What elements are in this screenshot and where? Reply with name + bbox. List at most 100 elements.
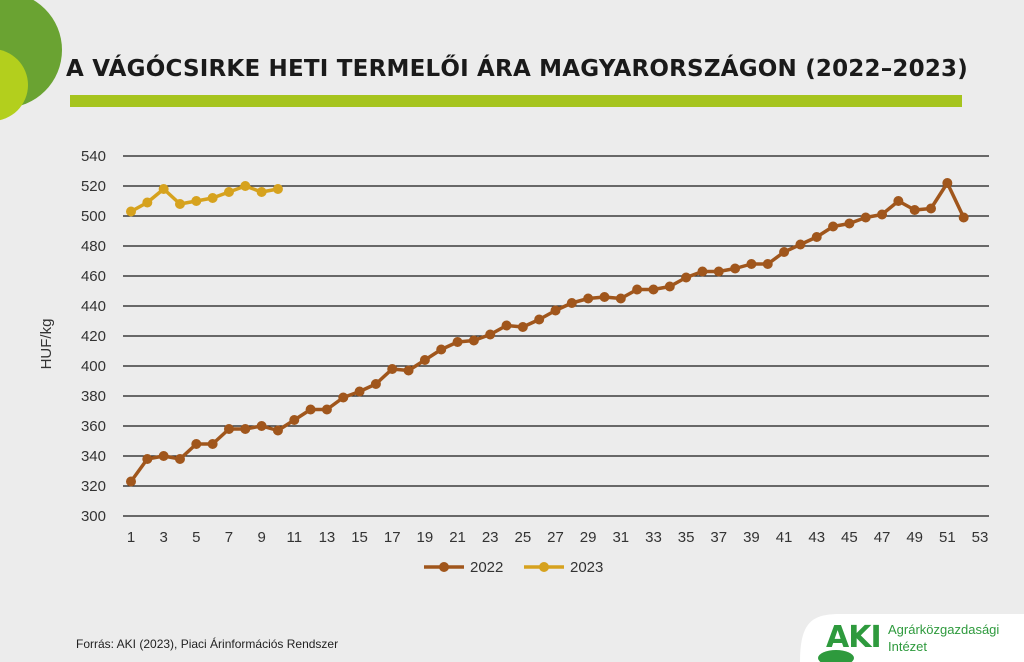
data-point — [550, 305, 561, 316]
data-point — [223, 187, 234, 197]
x-tick-label: 21 — [449, 529, 466, 546]
logo-name-line1: Agrárközgazdasági — [888, 622, 1000, 637]
data-point — [142, 197, 153, 208]
data-point — [436, 344, 447, 355]
data-point — [877, 209, 888, 220]
source-note: Forrás: AKI (2023), Piaci Árinformációs … — [76, 637, 339, 651]
data-point — [909, 205, 920, 215]
logo-mark: AKI — [826, 620, 882, 655]
x-tick-label: 13 — [319, 529, 336, 546]
data-point — [599, 292, 610, 302]
y-axis-label: HUF/kg — [38, 319, 55, 370]
data-point — [844, 218, 855, 229]
data-point — [289, 415, 300, 425]
data-point — [566, 298, 577, 308]
y-tick-label: 440 — [81, 298, 106, 315]
data-point — [615, 293, 626, 304]
data-point — [191, 196, 202, 206]
legend-label: 2022 — [470, 559, 503, 576]
y-tick-label: 480 — [81, 238, 106, 255]
y-tick-labels: 300 320 340 360 380 400 420 440 460 480 500 520 540 — [81, 148, 106, 525]
x-tick-label: 11 — [286, 529, 302, 546]
title-underline-bar — [70, 95, 962, 107]
y-tick-label: 340 — [81, 448, 106, 465]
data-point — [305, 404, 316, 415]
data-point — [256, 187, 267, 197]
x-tick-label: 5 — [192, 529, 200, 546]
x-tick-label: 19 — [417, 529, 434, 546]
series-2023 — [126, 181, 283, 217]
line-chart: 300320340360380400420440460480500520540 … — [38, 148, 989, 576]
legend-swatch-marker — [539, 562, 549, 572]
logo-background — [800, 614, 1024, 662]
legend: 2022 2023 — [424, 559, 603, 576]
legend-item-2023: 2023 — [524, 559, 603, 576]
data-point — [223, 424, 234, 434]
data-point — [795, 239, 806, 250]
x-tick-label: 35 — [678, 529, 695, 546]
x-tick-label: 37 — [710, 529, 727, 546]
data-point — [583, 293, 594, 304]
data-point — [485, 329, 496, 340]
x-tick-label: 3 — [159, 529, 167, 546]
data-point — [697, 266, 708, 277]
data-point — [860, 212, 871, 223]
y-tick-label: 520 — [81, 178, 106, 195]
data-point — [126, 476, 136, 487]
data-point — [926, 203, 937, 214]
x-tick-label: 41 — [776, 529, 793, 546]
data-point — [648, 284, 659, 295]
data-point — [207, 439, 218, 449]
data-point — [452, 337, 463, 347]
x-tick-label: 1 — [127, 529, 135, 546]
y-tick-label: 540 — [81, 148, 106, 165]
logo-name-line2: Intézet — [888, 639, 928, 654]
data-point — [272, 425, 283, 436]
y-tick-label: 400 — [81, 358, 106, 375]
data-point — [126, 206, 136, 217]
data-point — [681, 272, 692, 283]
y-tick-label: 300 — [81, 508, 106, 525]
page-title: A VÁGÓCSIRKE HETI TERMELŐI ÁRA MAGYARORS… — [66, 56, 968, 82]
data-point — [272, 184, 283, 194]
x-tick-label: 27 — [547, 529, 564, 546]
data-point — [338, 392, 349, 403]
data-point — [632, 284, 643, 295]
data-point — [240, 181, 251, 191]
data-point — [158, 451, 169, 461]
x-tick-label: 43 — [808, 529, 825, 546]
x-tick-label: 51 — [939, 529, 956, 546]
x-tick-label: 9 — [257, 529, 265, 546]
data-point — [174, 199, 185, 209]
x-tick-label: 33 — [645, 529, 662, 546]
data-point — [762, 259, 773, 269]
legend-item-2022: 2022 — [424, 559, 503, 576]
data-point — [713, 266, 724, 277]
data-point — [779, 247, 790, 257]
x-tick-label: 31 — [612, 529, 629, 546]
x-tick-label: 7 — [225, 529, 233, 546]
data-point — [354, 386, 365, 397]
x-tick-label: 17 — [384, 529, 401, 546]
data-point — [158, 184, 169, 194]
data-point — [811, 232, 822, 242]
data-point — [191, 439, 202, 449]
grid-lines — [123, 155, 989, 517]
data-point — [534, 314, 545, 325]
x-tick-label: 39 — [743, 529, 760, 546]
series-2022 — [126, 178, 969, 487]
data-point — [664, 281, 675, 292]
data-point — [730, 263, 741, 274]
data-point — [370, 379, 381, 389]
data-point — [387, 364, 398, 374]
data-point — [958, 212, 969, 223]
legend-label: 2023 — [570, 559, 603, 576]
series-line-2023 — [130, 184, 279, 214]
data-point — [403, 365, 414, 376]
y-tick-label: 360 — [81, 418, 106, 435]
x-tick-label: 25 — [515, 529, 532, 546]
data-point — [174, 454, 185, 464]
y-tick-label: 380 — [81, 388, 106, 405]
data-point — [240, 424, 251, 434]
data-point — [207, 193, 218, 203]
